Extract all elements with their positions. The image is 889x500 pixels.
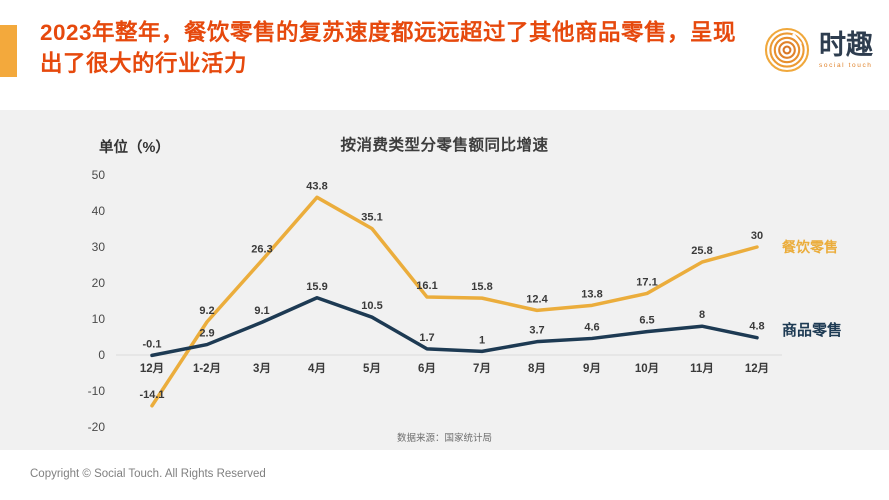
svg-text:2.9: 2.9 [199, 328, 214, 340]
line-chart: 50403020100-10-20-14.19.226.343.835.116.… [88, 168, 782, 434]
data-source: 数据来源：国家统计局 [396, 433, 492, 444]
svg-text:11月: 11月 [690, 362, 714, 375]
svg-text:26.3: 26.3 [251, 243, 272, 255]
svg-text:8: 8 [699, 309, 705, 321]
chart-title: 按消费类型分零售额同比增速 [340, 137, 549, 154]
svg-text:12月: 12月 [140, 362, 164, 375]
legend-goods-retail: 商品零售 [782, 322, 843, 339]
copyright-text: Copyright © Social Touch. All Rights Res… [30, 468, 266, 480]
svg-text:6.5: 6.5 [639, 315, 654, 327]
svg-text:25.8: 25.8 [691, 245, 712, 257]
svg-text:15.9: 15.9 [306, 281, 327, 293]
logo-subtitle: social touch [819, 61, 873, 69]
svg-text:30: 30 [92, 240, 106, 254]
svg-text:12.4: 12.4 [526, 293, 548, 305]
svg-text:40: 40 [92, 204, 106, 218]
svg-text:30: 30 [751, 230, 763, 242]
svg-text:0: 0 [98, 348, 105, 362]
spiral-logo-icon [764, 27, 810, 73]
svg-text:9.2: 9.2 [199, 305, 214, 317]
svg-text:9月: 9月 [583, 362, 601, 375]
legend-catering-retail: 餐饮零售 [782, 239, 838, 255]
svg-text:10.5: 10.5 [361, 300, 382, 312]
svg-text:-14.1: -14.1 [139, 389, 164, 401]
y-axis-unit-label: 单位（%） [99, 140, 170, 156]
svg-text:4月: 4月 [308, 362, 326, 375]
page-title: 2023年整年，餐饮零售的复苏速度都远远超过了其他商品零售，呈现出了很大的行业活… [40, 20, 737, 77]
svg-text:35.1: 35.1 [361, 212, 382, 224]
logo-name: 时趣 [819, 29, 873, 60]
svg-text:13.8: 13.8 [581, 288, 602, 300]
footer: Copyright © Social Touch. All Rights Res… [0, 450, 889, 500]
title-accent-bar [0, 25, 17, 77]
svg-text:50: 50 [92, 168, 106, 182]
logo-text: 时趣 social touch [819, 29, 873, 69]
svg-text:17.1: 17.1 [636, 276, 657, 288]
svg-text:10: 10 [92, 312, 106, 326]
svg-text:4.6: 4.6 [584, 321, 599, 333]
svg-text:4.8: 4.8 [749, 321, 764, 333]
svg-text:12月: 12月 [745, 362, 769, 375]
svg-text:10月: 10月 [635, 362, 659, 375]
svg-text:8月: 8月 [528, 362, 546, 375]
svg-text:7月: 7月 [473, 362, 491, 375]
svg-text:-10: -10 [88, 384, 106, 398]
svg-text:15.8: 15.8 [471, 281, 492, 293]
svg-text:1-2月: 1-2月 [193, 362, 221, 375]
header: 2023年整年，餐饮零售的复苏速度都远远超过了其他商品零售，呈现出了很大的行业活… [0, 0, 889, 110]
svg-text:9.1: 9.1 [254, 305, 269, 317]
svg-text:1: 1 [479, 334, 485, 346]
svg-text:16.1: 16.1 [416, 280, 437, 292]
svg-text:6月: 6月 [418, 362, 436, 375]
svg-text:-0.1: -0.1 [143, 338, 162, 350]
svg-text:-20: -20 [88, 420, 106, 434]
logo: 时趣 social touch [763, 26, 873, 74]
svg-text:20: 20 [92, 276, 106, 290]
svg-text:5月: 5月 [363, 362, 381, 375]
svg-text:3.7: 3.7 [529, 325, 544, 337]
svg-text:1.7: 1.7 [419, 332, 434, 344]
chart-section: 单位（%） 按消费类型分零售额同比增速 50 40 30 20 10 0 -10 -20 -14… [0, 110, 889, 450]
svg-text:43.8: 43.8 [306, 180, 327, 192]
svg-text:3月: 3月 [253, 362, 271, 375]
